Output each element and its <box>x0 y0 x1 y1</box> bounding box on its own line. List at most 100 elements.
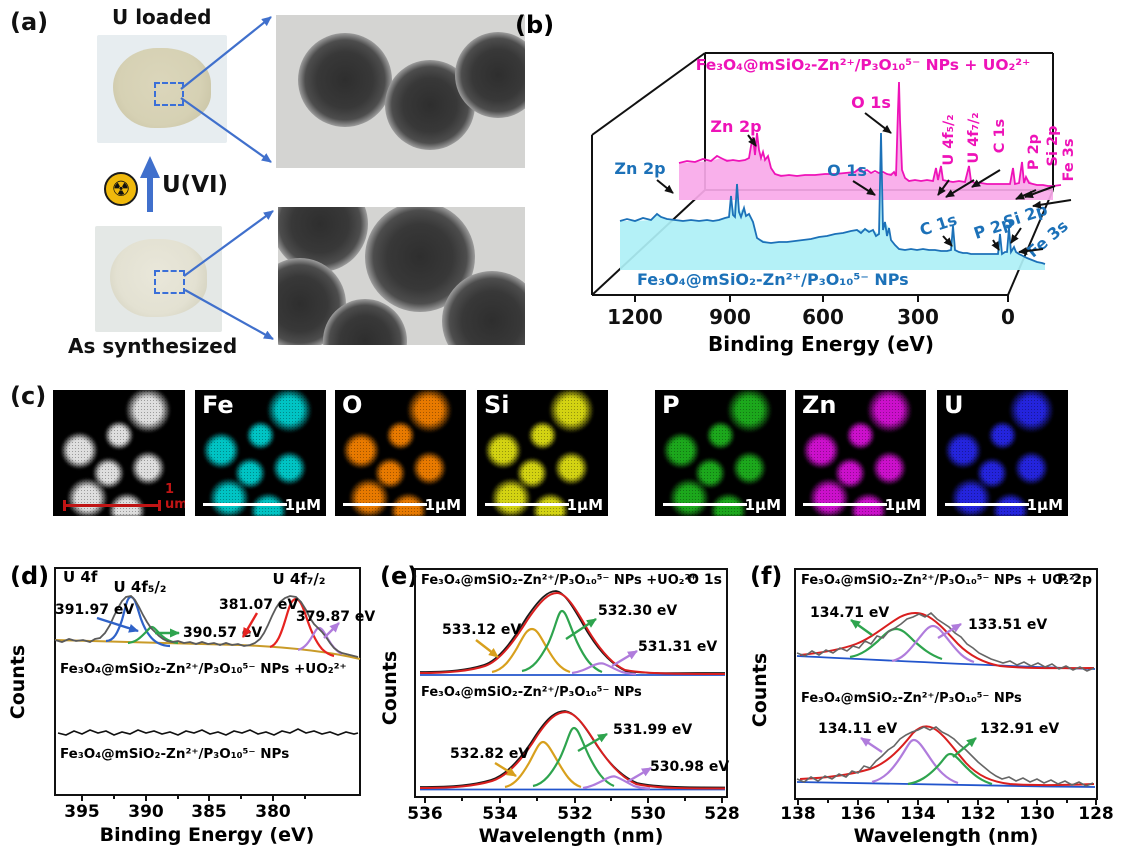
panel-f-label: (f) <box>750 562 782 590</box>
scale-bar <box>203 503 287 506</box>
powder-photo-u-loaded <box>97 35 227 143</box>
panel-b-label: (b) <box>515 11 554 39</box>
panel-d-peak-arrows <box>96 612 340 639</box>
svg-text:300: 300 <box>897 305 939 329</box>
o1s-comp-green-top <box>521 609 603 674</box>
panel-d-label: (d) <box>10 562 49 590</box>
svg-text:133.51 eV: 133.51 eV <box>968 617 1047 633</box>
sem-scale-bar <box>63 500 161 511</box>
map-signal <box>655 390 786 516</box>
panel-e-ylabel: Counts <box>379 651 401 725</box>
panel-d-ylabel: Counts <box>7 645 29 719</box>
powder-pile <box>112 47 212 128</box>
survey-fill-bare <box>620 133 1045 270</box>
panel-f-peak-arrows <box>850 619 977 758</box>
o1s-comp-yellow-bot <box>504 740 582 789</box>
svg-text:134: 134 <box>900 804 936 824</box>
sampling-region-box <box>154 270 185 294</box>
svg-text:381.07 eV: 381.07 eV <box>219 597 298 613</box>
doublet-label-72: U 4f₇/₂ <box>273 570 326 588</box>
powder-photo-as-synthesized <box>95 226 222 332</box>
map-signal <box>937 390 1068 516</box>
map-signal <box>195 390 326 516</box>
sem-grain <box>53 390 185 516</box>
o1s-data-bot <box>419 710 726 789</box>
svg-text:132.91 eV: 132.91 eV <box>980 721 1059 737</box>
region-label: U 4f <box>63 568 98 586</box>
svg-text:532: 532 <box>557 804 593 824</box>
eds-map-fe: Fe 1μM <box>195 390 326 516</box>
scale-bar <box>945 503 1029 506</box>
scale-bar <box>663 503 747 506</box>
p2p-data-top <box>796 611 1095 672</box>
sample-label-bare: Fe₃O₄@mSiO₂-Zn²⁺/P₃O₁₀⁵⁻ NPs <box>60 746 289 762</box>
svg-text:132: 132 <box>960 804 996 824</box>
o1s-comp-yellow-top <box>491 627 571 674</box>
nanoparticle <box>298 33 392 127</box>
map-element-label: Fe <box>202 391 234 419</box>
panel-e-o1s: (e) Fe₃O₄@mSiO₂-Zn²⁺/P₃ <box>379 562 740 847</box>
map-grain <box>795 390 926 516</box>
panel-f-p2p: (f) Fe₃O₄@mSiO₂-Zn²⁺/P₃O₁₀⁵⁻ <box>749 562 1114 847</box>
panel-b-xlabel: Binding Energy (eV) <box>708 332 934 356</box>
scale-bar <box>485 503 569 506</box>
eds-map-p: P 1μM <box>655 390 786 516</box>
scale-bar-label: 1μM <box>566 496 603 514</box>
series-title-bare: Fe₃O₄@mSiO₂-Zn²⁺/P₃O₁₀⁵⁻ NPs <box>637 270 909 289</box>
map-grain <box>195 390 326 516</box>
o1s-comp-green-bot <box>532 726 615 788</box>
scale-bar-label: 1μM <box>884 496 921 514</box>
map-signal <box>477 390 608 516</box>
o1s-comp-purple-bot <box>582 775 651 790</box>
svg-text:530.98 eV: 530.98 eV <box>650 759 729 775</box>
svg-text:528: 528 <box>704 804 740 824</box>
panel-d-u4f: (d) U 4f U 4f₅/₂ U 4f₇/₂ 391.97 eV 390.5… <box>7 562 375 846</box>
zoom-leader-lines <box>180 16 274 340</box>
svg-text:136: 136 <box>840 804 876 824</box>
o1s-comp-purple-top <box>571 662 637 676</box>
panel-a: (a) U loaded ☢ U(VI) As synthesized <box>0 0 560 360</box>
svg-text:600: 600 <box>802 305 844 329</box>
p2p-comp-green-top <box>849 627 943 661</box>
scale-bar-label: 1μM <box>1026 496 1063 514</box>
map-signal <box>795 390 926 516</box>
svg-text:395: 395 <box>64 802 100 822</box>
panel-b-xticks: 1200 900 600 300 0 <box>607 305 1015 329</box>
sample-label-loaded: Fe₃O₄@mSiO₂-Zn²⁺/P₃O₁₀⁵⁻ NPs +UO₂²⁺ <box>421 573 697 588</box>
sem-scale-bar-label: 1 um <box>165 482 185 512</box>
svg-text:530: 530 <box>630 804 666 824</box>
scale-bar-label: 1μM <box>744 496 781 514</box>
svg-text:134.11 eV: 134.11 eV <box>818 721 897 737</box>
panel-e-label: (e) <box>380 562 418 590</box>
svg-text:Si 2p: Si 2p <box>1045 126 1061 167</box>
sem-image: 1 um <box>53 390 185 516</box>
p2p-data-bot <box>796 726 1094 787</box>
svg-text:U 4f₅/₂: U 4f₅/₂ <box>941 114 957 165</box>
panel-d-xticks: 395 390 385 380 <box>64 802 291 822</box>
bottom-row-spectra: (d) U 4f U 4f₅/₂ U 4f₇/₂ 391.97 eV 390.5… <box>7 562 1114 847</box>
sample-label-bare: Fe₃O₄@mSiO₂-Zn²⁺/P₃O₁₀⁵⁻ NPs <box>801 691 1022 706</box>
svg-text:0: 0 <box>1001 305 1015 329</box>
map-grain <box>477 390 608 516</box>
svg-text:P 2p: P 2p <box>1026 134 1042 170</box>
panel-d-xlabel: Binding Energy (eV) <box>100 824 315 846</box>
o1s-envelope-top <box>419 591 726 675</box>
panel-a-connectors <box>140 16 274 340</box>
svg-text:134.71 eV: 134.71 eV <box>810 605 889 621</box>
sample-label-loaded: Fe₃O₄@mSiO₂-Zn²⁺/P₃O₁₀⁵⁻ NPs + UO₂²⁺ <box>801 573 1082 588</box>
region-label: P 2p <box>1057 572 1092 588</box>
map-grain <box>937 390 1068 516</box>
panel-f-xlabel: Wavelength (nm) <box>854 825 1039 847</box>
svg-text:138: 138 <box>780 804 816 824</box>
uvi-up-arrow <box>140 156 160 212</box>
svg-text:130: 130 <box>1019 804 1055 824</box>
scale-bar-label: 1μM <box>284 496 321 514</box>
eds-map-si: Si 1μM <box>477 390 608 516</box>
nanoparticle <box>455 32 525 118</box>
map-element-label: Si <box>484 391 510 419</box>
scale-bar <box>803 503 887 506</box>
map-element-label: Zn <box>802 391 837 419</box>
svg-text:Fe 3s: Fe 3s <box>1061 139 1077 182</box>
svg-text:532.82 eV: 532.82 eV <box>450 746 529 762</box>
